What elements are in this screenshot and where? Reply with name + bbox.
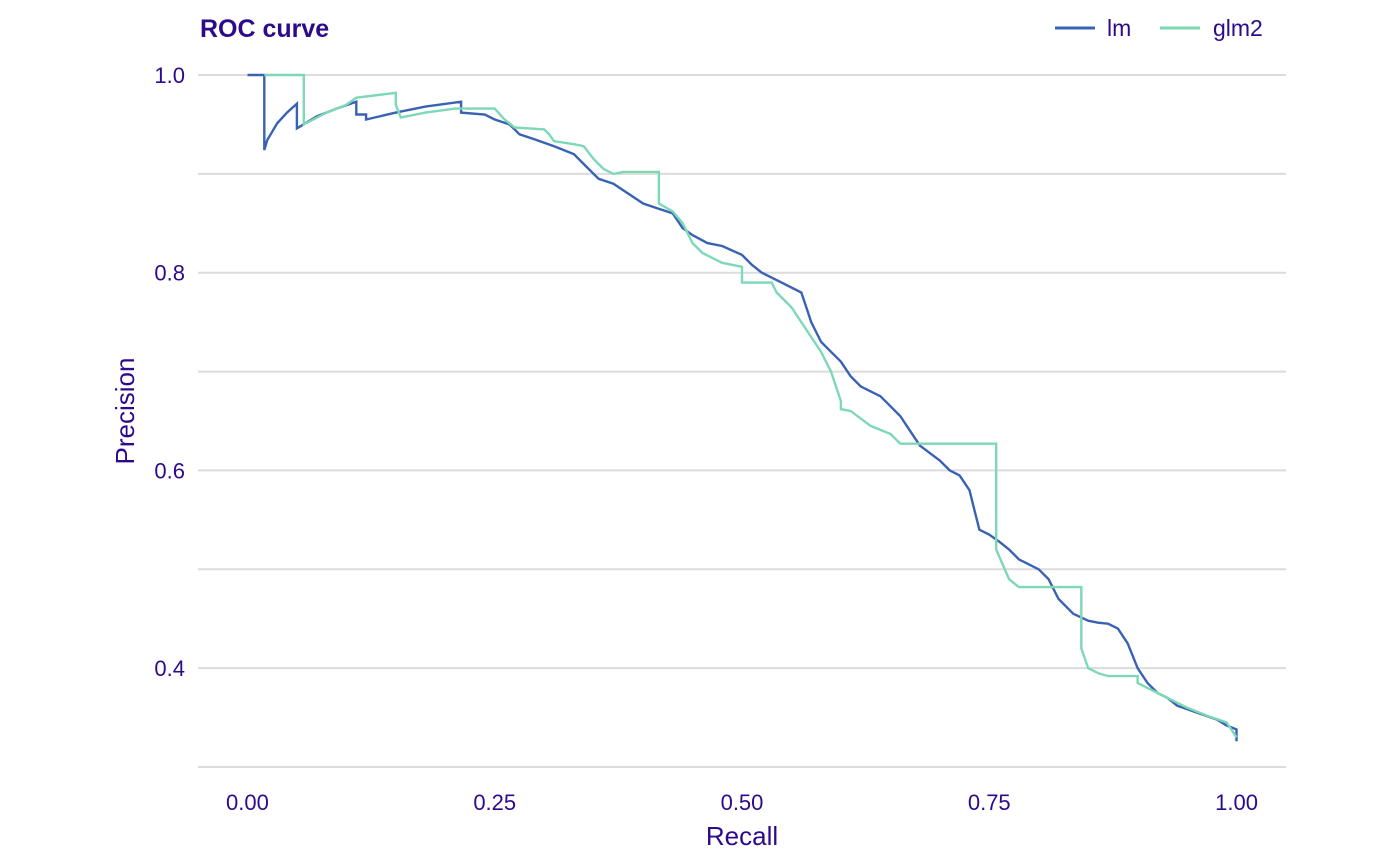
x-tick-label: 0.25 xyxy=(473,790,516,815)
chart-title: ROC curve xyxy=(200,15,329,43)
x-tick-labels: 0.00 0.25 0.50 0.75 1.00 xyxy=(226,790,1258,815)
series-lines xyxy=(247,73,1238,742)
x-tick-label: 1.00 xyxy=(1215,790,1258,815)
legend-label-glm2: glm2 xyxy=(1213,15,1263,41)
y-axis-label: Precision xyxy=(110,358,140,465)
x-tick-label: 0.00 xyxy=(226,790,269,815)
series-line-glm2 xyxy=(264,73,1238,738)
y-tick-label: 1.0 xyxy=(154,63,185,88)
legend: lm glm2 xyxy=(1055,15,1263,41)
y-tick-label: 0.8 xyxy=(154,261,185,286)
series-line-lm xyxy=(247,73,1238,742)
y-tick-labels: 0.4 0.6 0.8 1.0 xyxy=(154,63,185,681)
y-tick-label: 0.6 xyxy=(154,458,185,483)
y-tick-label: 0.4 xyxy=(154,656,185,681)
x-tick-label: 0.75 xyxy=(968,790,1011,815)
gridlines xyxy=(198,74,1286,768)
x-tick-label: 0.50 xyxy=(721,790,764,815)
x-axis-label: Recall xyxy=(706,821,778,851)
legend-label-lm: lm xyxy=(1107,15,1131,41)
